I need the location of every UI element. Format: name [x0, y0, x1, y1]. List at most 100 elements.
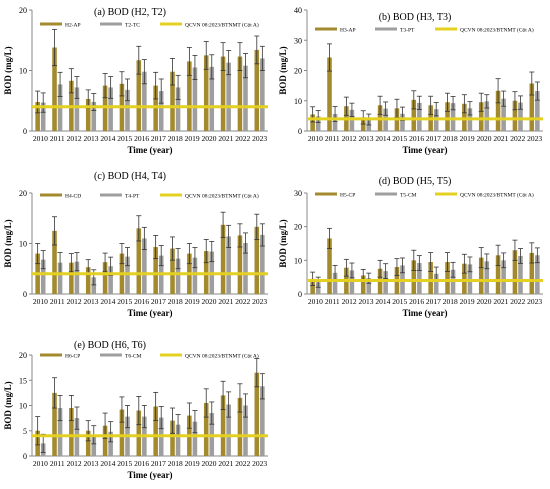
x-tick-label: 2014 — [375, 134, 390, 143]
bar — [125, 89, 130, 131]
bar — [69, 262, 74, 294]
legend-label: H3-AP — [340, 28, 356, 34]
y-tick-label: 0 — [298, 290, 302, 299]
bar — [57, 262, 63, 294]
bar — [175, 258, 181, 294]
bar — [220, 224, 226, 294]
y-tick-label: 30 — [294, 189, 302, 198]
x-tick-label: 2023 — [527, 297, 542, 306]
x-tick-label: 2018 — [168, 297, 183, 306]
x-tick-label: 2016 — [134, 134, 149, 143]
bar — [170, 71, 175, 131]
bar — [40, 102, 46, 131]
x-tick-label: 2014 — [100, 134, 115, 143]
bar — [349, 270, 355, 294]
legend-label: T4-PT — [125, 194, 140, 200]
x-tick-label: 2020 — [202, 134, 217, 143]
bar — [310, 114, 315, 131]
y-tick-label: 10 — [19, 67, 27, 76]
x-tick-label: 2016 — [134, 297, 149, 306]
bar — [102, 425, 108, 456]
legend-label: H2-AP — [65, 23, 81, 29]
bar — [310, 278, 315, 294]
bar — [187, 61, 192, 131]
x-tick-label: 2023 — [252, 134, 267, 143]
x-tick-label: 2021 — [218, 297, 233, 306]
y-tick-label: 0 — [298, 127, 302, 136]
x-tick-label: 2021 — [218, 134, 233, 143]
x-axis-title: Time (year) — [127, 308, 172, 318]
bar — [108, 266, 113, 294]
x-tick-label: 2017 — [151, 459, 166, 468]
bar — [243, 242, 248, 294]
x-axis-title: Time (year) — [127, 145, 172, 155]
legend-label: T5-CM — [400, 193, 417, 199]
bar — [260, 234, 265, 294]
legend-label: T3-PT — [400, 28, 415, 34]
legend-label: T2-TC — [125, 23, 140, 29]
bar — [315, 116, 321, 131]
bar — [243, 405, 248, 456]
bar — [433, 273, 439, 294]
x-tick-label: 2015 — [392, 134, 407, 143]
x-tick-label: 2017 — [151, 134, 166, 143]
bar — [260, 386, 265, 456]
y-axis-title: BOD (mg/L) — [3, 219, 13, 267]
bar — [74, 87, 80, 131]
bar — [153, 406, 158, 456]
x-tick-label: 2019 — [185, 459, 200, 468]
bar — [226, 62, 231, 132]
bar — [428, 262, 433, 294]
bar — [450, 103, 456, 131]
bar — [153, 85, 158, 131]
bar — [91, 277, 97, 294]
y-axis-title: BOD (mg/L) — [3, 381, 13, 429]
x-tick-label: 2023 — [252, 459, 267, 468]
x-tick-label: 2014 — [100, 297, 115, 306]
bar — [535, 91, 540, 131]
legend-label: QCVN 08:2023/BTNMT (Cột A) — [460, 27, 534, 34]
y-tick-label: 20 — [19, 189, 27, 198]
bar — [237, 56, 243, 131]
x-tick-label: 2018 — [168, 134, 183, 143]
x-tick-label: 2010 — [33, 134, 48, 143]
chart-title: (e) BOD (H6, T6) — [74, 340, 146, 351]
x-tick-label: 2021 — [218, 459, 233, 468]
x-tick-label: 2018 — [168, 459, 183, 468]
bar — [518, 255, 523, 294]
bar — [535, 255, 540, 294]
x-tick-label: 2018 — [443, 134, 458, 143]
bar — [125, 256, 130, 294]
bar — [102, 262, 108, 294]
x-tick-label: 2020 — [477, 134, 492, 143]
bar — [136, 60, 142, 132]
bar — [512, 250, 518, 294]
x-tick-label: 2012 — [342, 134, 357, 143]
bar — [85, 430, 91, 456]
bar — [478, 102, 484, 131]
x-tick-label: 2012 — [67, 134, 82, 143]
x-tick-label: 2013 — [84, 134, 99, 143]
x-tick-label: 2012 — [342, 297, 357, 306]
bar — [484, 261, 490, 294]
bar — [108, 431, 113, 456]
x-tick-label: 2016 — [134, 459, 149, 468]
x-axis-title: Time (year) — [402, 145, 447, 155]
x-tick-label: 2022 — [510, 134, 525, 143]
x-tick-label: 2012 — [67, 459, 82, 468]
bar — [52, 392, 57, 456]
x-tick-label: 2011 — [50, 459, 65, 468]
bar — [192, 67, 198, 131]
bar — [327, 57, 332, 131]
bar — [254, 372, 260, 456]
bar — [445, 102, 450, 131]
bar — [254, 226, 260, 294]
x-tick-label: 2011 — [325, 297, 340, 306]
bar — [501, 260, 506, 294]
x-tick-label: 2019 — [185, 297, 200, 306]
x-tick-label: 2013 — [359, 134, 374, 143]
y-axis-title: BOD (mg/L) — [278, 46, 288, 94]
y-tick-label: 10 — [19, 402, 27, 411]
x-tick-label: 2020 — [202, 297, 217, 306]
